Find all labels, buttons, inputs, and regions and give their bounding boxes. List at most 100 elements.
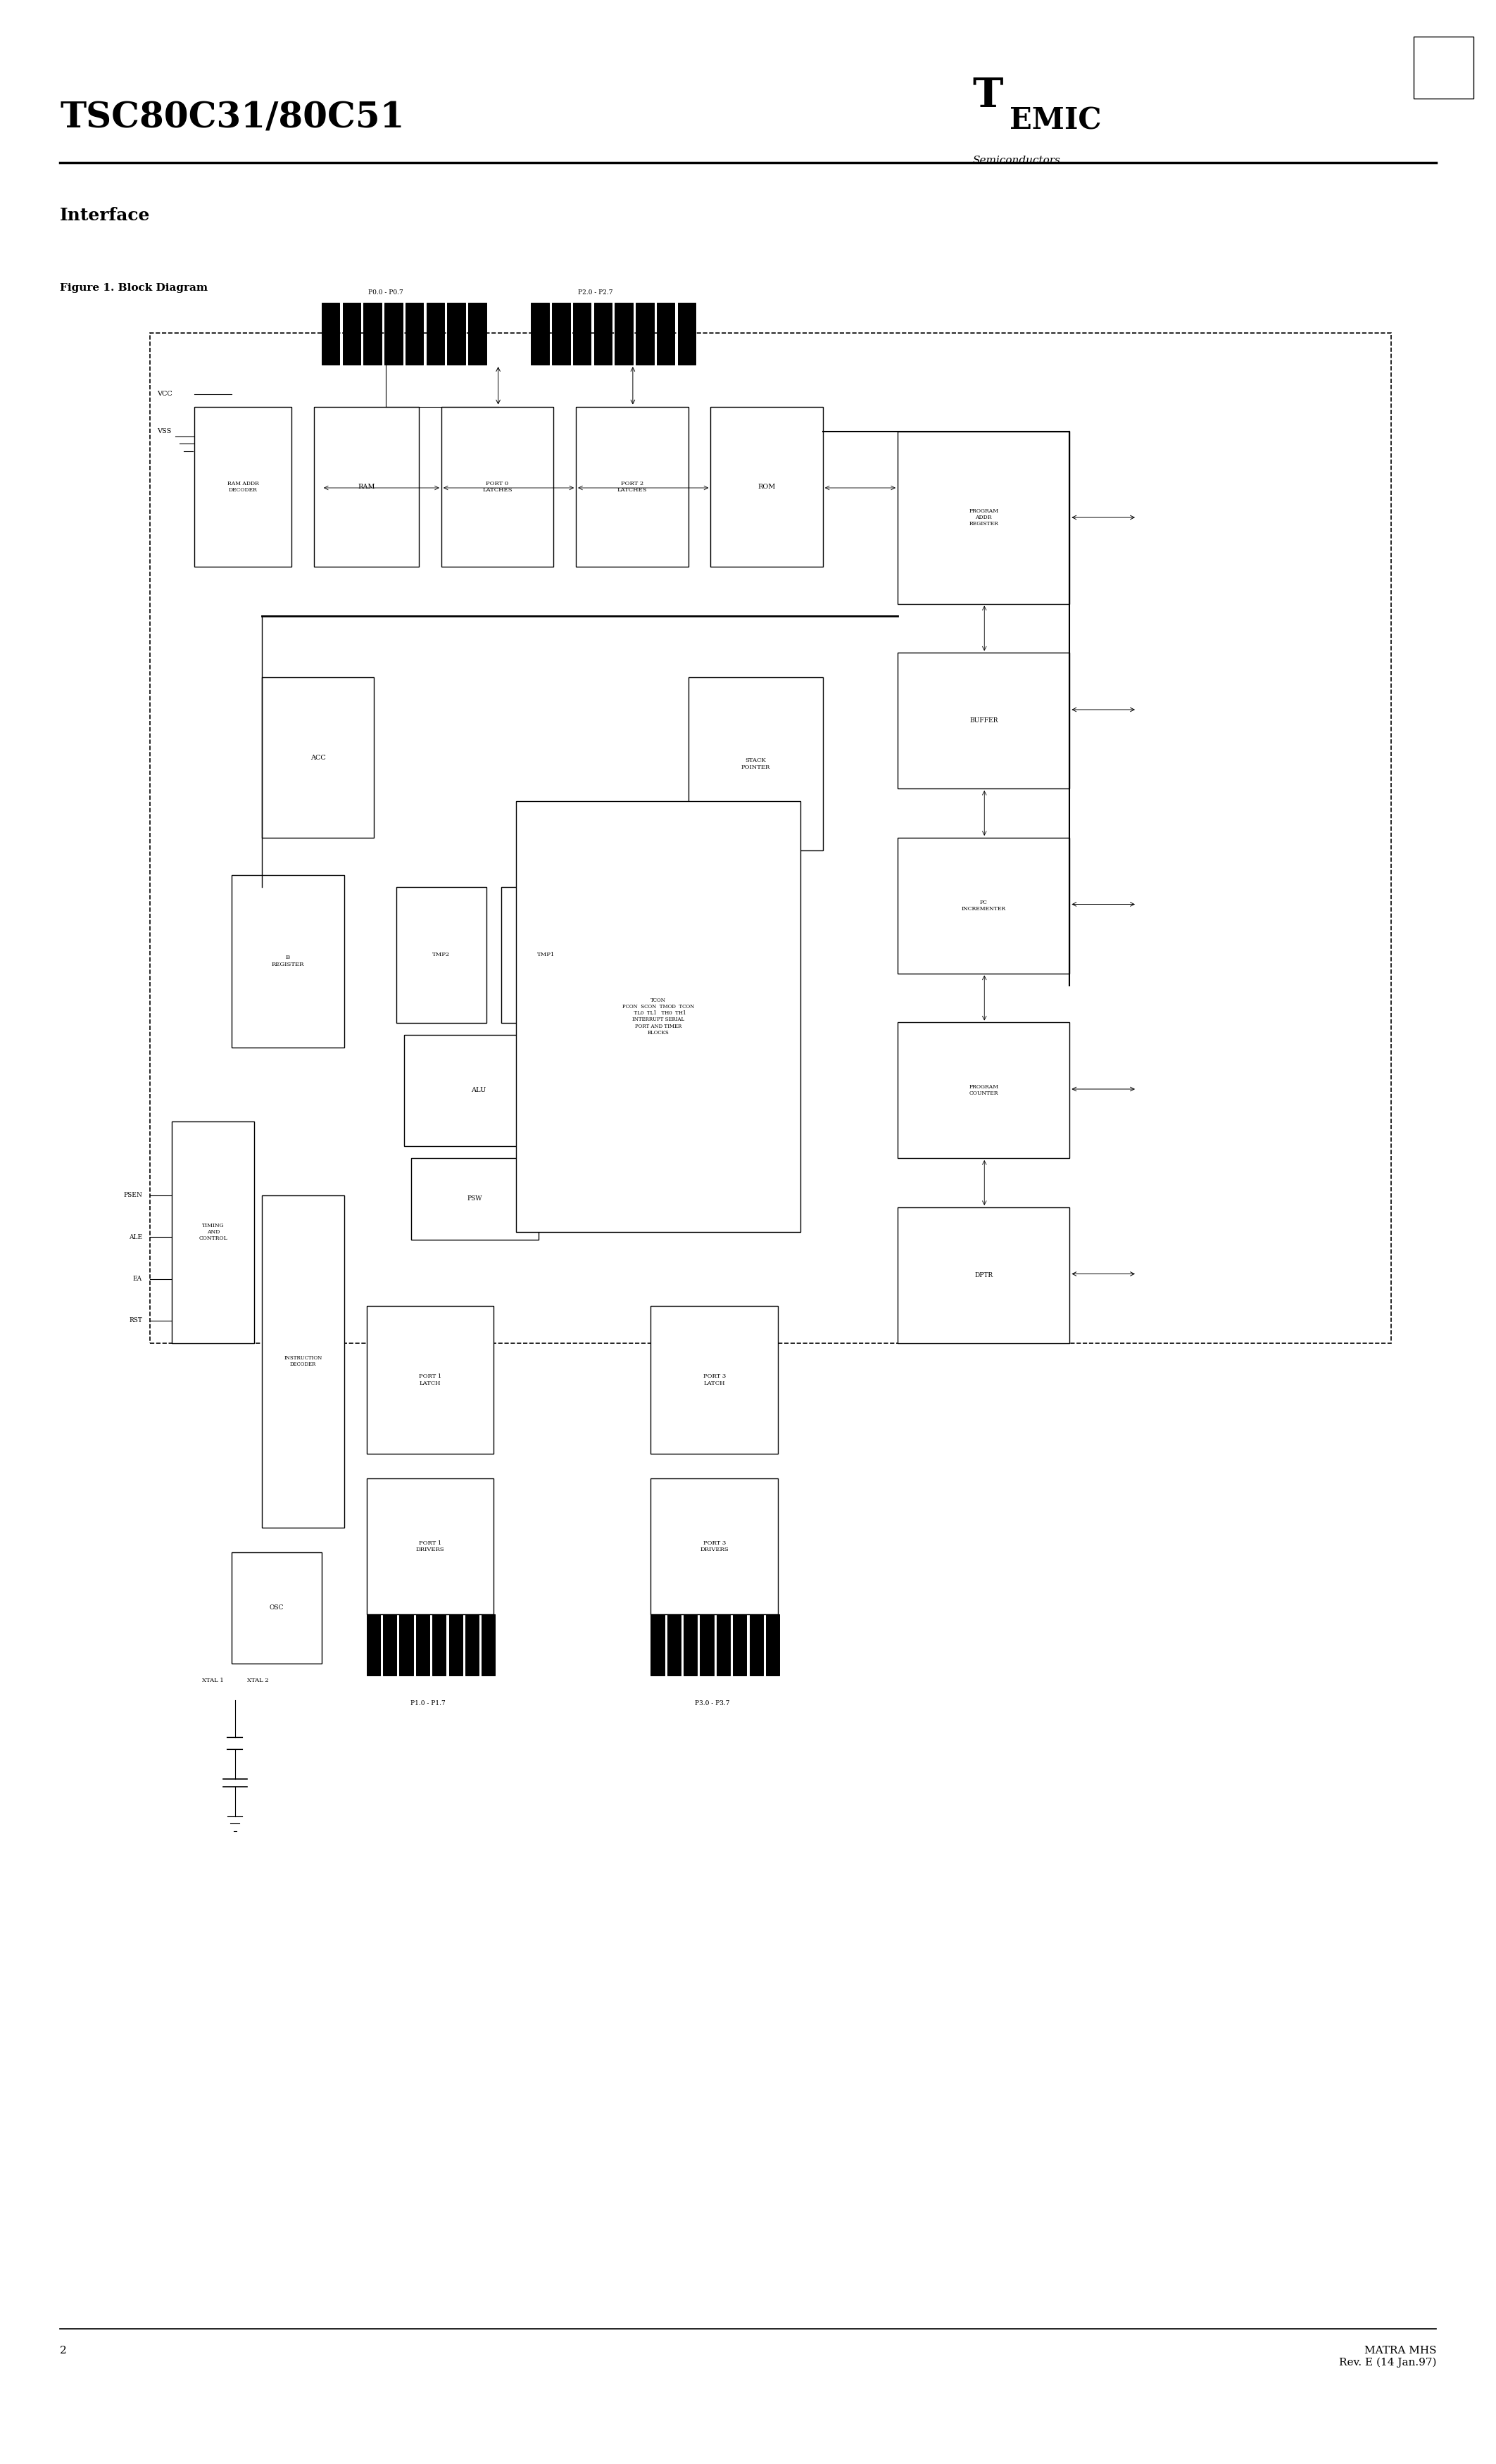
Text: P3.0 - P3.7: P3.0 - P3.7 [694,1700,730,1708]
Bar [150,333,1391,1343]
Bar [700,1614,714,1676]
Text: ALU: ALU [471,1087,486,1094]
Text: PSEN: PSEN [123,1193,142,1198]
Bar [501,887,591,1023]
Bar [898,1023,1070,1158]
Bar [576,407,688,567]
Text: Interface: Interface [60,207,150,224]
Bar [651,1478,778,1614]
Bar [262,1195,344,1528]
Bar [733,1614,747,1676]
Text: PROGRAM
COUNTER: PROGRAM COUNTER [969,1084,998,1096]
Bar [615,303,633,365]
Text: RST: RST [129,1318,142,1323]
Text: DPTR: DPTR [974,1271,993,1279]
Bar [898,838,1070,973]
Bar [232,1552,322,1663]
Bar [465,1614,479,1676]
Bar [364,303,381,365]
Bar [343,303,361,365]
Text: VSS: VSS [157,429,172,434]
Bar [468,303,486,365]
Text: PROGRAM
ADDR
REGISTER: PROGRAM ADDR REGISTER [969,508,998,527]
Bar [657,303,675,365]
Bar [1414,37,1474,99]
Text: TCON
PCON  SCON  TMOD  TCON
  TL0  TL1   TH0  TH1
INTERRUPT SERIAL
PORT AND TIME: TCON PCON SCON TMOD TCON TL0 TL1 TH0 TH1… [622,998,694,1035]
Text: XTAL 2: XTAL 2 [247,1678,268,1683]
Bar [651,1614,664,1676]
Bar [232,875,344,1047]
Text: MATRA MHS
Rev. E (14 Jan.97): MATRA MHS Rev. E (14 Jan.97) [1339,2346,1436,2368]
Bar [516,801,800,1232]
Bar [314,407,419,567]
Text: PORT 1
DRIVERS: PORT 1 DRIVERS [416,1540,444,1552]
Text: RAM: RAM [358,483,375,490]
Bar [688,678,823,850]
Text: 2: 2 [60,2346,67,2356]
Bar [426,303,444,365]
Text: PORT 3
LATCH: PORT 3 LATCH [703,1375,726,1385]
Bar [367,1478,494,1614]
Bar [432,1614,446,1676]
Bar [898,1207,1070,1343]
Bar [322,303,340,365]
Bar [411,1158,539,1239]
Text: ROM: ROM [758,483,775,490]
Text: TMP2: TMP2 [432,951,450,958]
Text: XTAL 1: XTAL 1 [202,1678,223,1683]
Bar [573,303,591,365]
Bar [172,1121,254,1343]
Text: EMIC: EMIC [1010,106,1101,136]
Bar [636,303,654,365]
Text: PORT 0
LATCHES: PORT 0 LATCHES [482,480,512,493]
Text: EA: EA [133,1276,142,1281]
Text: ACC: ACC [310,754,326,761]
Bar [684,1614,697,1676]
Bar [898,431,1070,604]
Bar [367,1614,380,1676]
Bar [194,407,292,567]
Bar [399,1614,413,1676]
Text: VCC: VCC [157,392,172,397]
Text: PC
INCREMENTER: PC INCREMENTER [962,899,1005,912]
Bar [678,303,696,365]
Text: PORT 3
DRIVERS: PORT 3 DRIVERS [700,1540,729,1552]
Bar [531,303,549,365]
Text: T: T [972,76,1002,116]
Text: Semiconductors: Semiconductors [972,155,1061,165]
Text: P2.0 - P2.7: P2.0 - P2.7 [577,288,613,296]
Bar [651,1306,778,1454]
Bar [404,1035,554,1146]
Bar [396,887,486,1023]
Bar [898,653,1070,788]
Text: ALE: ALE [129,1234,142,1239]
Text: PORT 1
LATCH: PORT 1 LATCH [419,1375,441,1385]
Bar [749,1614,763,1676]
Text: Figure 1. Block Diagram: Figure 1. Block Diagram [60,283,208,293]
Text: RAM ADDR
DECODER: RAM ADDR DECODER [227,480,259,493]
Bar [717,1614,730,1676]
Text: TIMING
AND
CONTROL: TIMING AND CONTROL [199,1222,227,1242]
Text: PORT 2
LATCHES: PORT 2 LATCHES [618,480,646,493]
Bar [262,678,374,838]
Text: INSTRUCTION
DECODER: INSTRUCTION DECODER [284,1355,322,1368]
Bar [667,1614,681,1676]
Text: OSC: OSC [269,1604,284,1611]
Bar [594,303,612,365]
Bar [766,1614,779,1676]
Bar [383,1614,396,1676]
Bar [367,1306,494,1454]
Bar [405,303,423,365]
Text: P0.0 - P0.7: P0.0 - P0.7 [368,288,404,296]
Text: BUFFER: BUFFER [969,717,998,724]
Bar [441,407,554,567]
Bar [482,1614,495,1676]
Text: P1.0 - P1.7: P1.0 - P1.7 [410,1700,446,1708]
Text: STACK
POINTER: STACK POINTER [741,759,770,769]
Bar [384,303,402,365]
Bar [711,407,823,567]
Bar [447,303,465,365]
Bar [449,1614,462,1676]
Text: TSC80C31/80C51: TSC80C31/80C51 [60,101,404,136]
Text: B
REGISTER: B REGISTER [272,956,304,966]
